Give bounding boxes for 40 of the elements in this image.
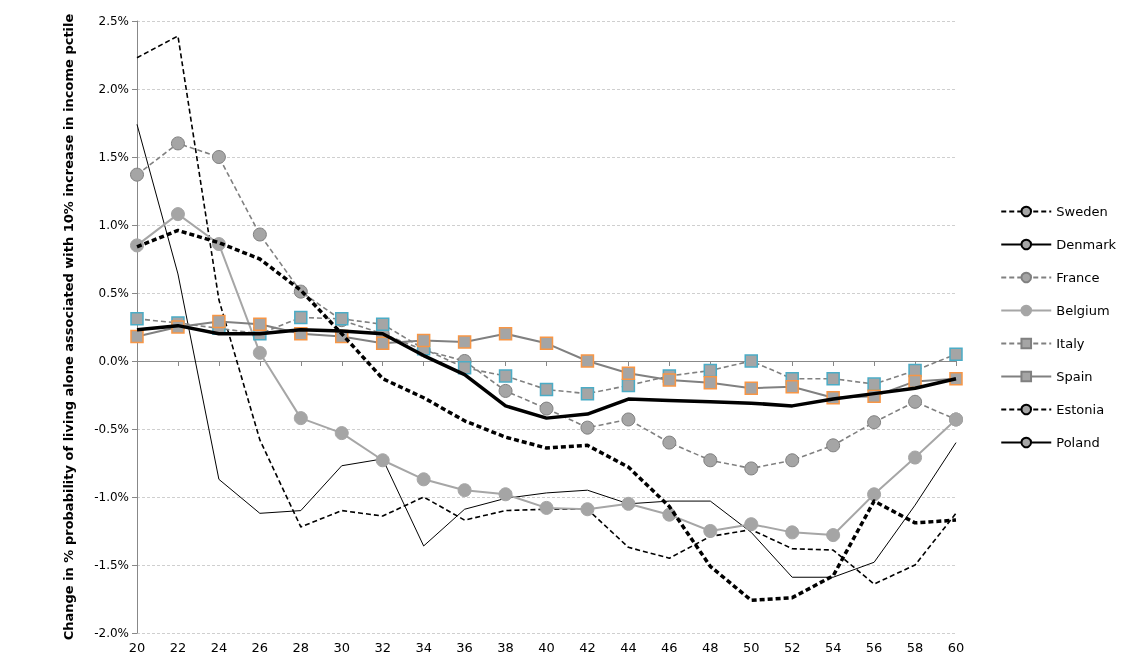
- y-tick-label: 2.5%: [98, 14, 129, 28]
- x-tick-label: 44: [620, 640, 637, 654]
- x-tick-label: 20: [128, 640, 146, 654]
- legend-label: Italy: [1056, 336, 1085, 351]
- x-tick-label: 56: [865, 640, 883, 654]
- y-axis-title: Change in % probability of living alone associated with 10% increase in income pctile: [61, 13, 76, 641]
- x-tick-label: 46: [661, 640, 678, 654]
- x-tick-label: 28: [292, 640, 310, 654]
- x-tick-label: 52: [783, 640, 801, 654]
- y-tick-label: 1.0%: [98, 218, 129, 232]
- x-tick-label: 40: [538, 640, 555, 654]
- legend-label: Denmark: [1056, 237, 1117, 252]
- y-tick-label: 1.5%: [98, 150, 129, 164]
- legend-label: Sweden: [1056, 204, 1108, 219]
- legend-label: France: [1056, 270, 1100, 285]
- legend-label: Belgium: [1056, 303, 1110, 318]
- y-tick-label: -1.0%: [94, 490, 129, 504]
- x-tick-label: 22: [169, 640, 187, 654]
- y-tick-label: -1.5%: [94, 558, 129, 572]
- x-tick-label: 24: [210, 640, 228, 654]
- x-tick-label: 26: [251, 640, 269, 654]
- x-tick-label: 30: [333, 640, 351, 654]
- x-tick-label: 36: [456, 640, 473, 654]
- y-tick-label: 0.0%: [98, 354, 129, 368]
- x-tick-label: 50: [742, 640, 760, 654]
- x-tick-label: 32: [374, 640, 391, 654]
- x-tick-label: 48: [702, 640, 719, 654]
- x-tick-label: 54: [824, 640, 842, 654]
- y-tick-label: 2.0%: [98, 82, 129, 96]
- legend-label: Spain: [1056, 369, 1093, 384]
- x-tick-label: 58: [906, 640, 924, 654]
- x-tick-label: 34: [415, 640, 432, 654]
- x-tick-label: 42: [579, 640, 596, 654]
- y-tick-label: -0.5%: [94, 422, 129, 436]
- y-tick-label: -2.0%: [94, 626, 129, 640]
- x-tick-label: 60: [947, 640, 965, 654]
- x-tick-label: 38: [497, 640, 514, 654]
- y-tick-label: 0.5%: [98, 286, 129, 300]
- legend-label: Estonia: [1056, 402, 1105, 417]
- legend-label: Poland: [1056, 435, 1100, 450]
